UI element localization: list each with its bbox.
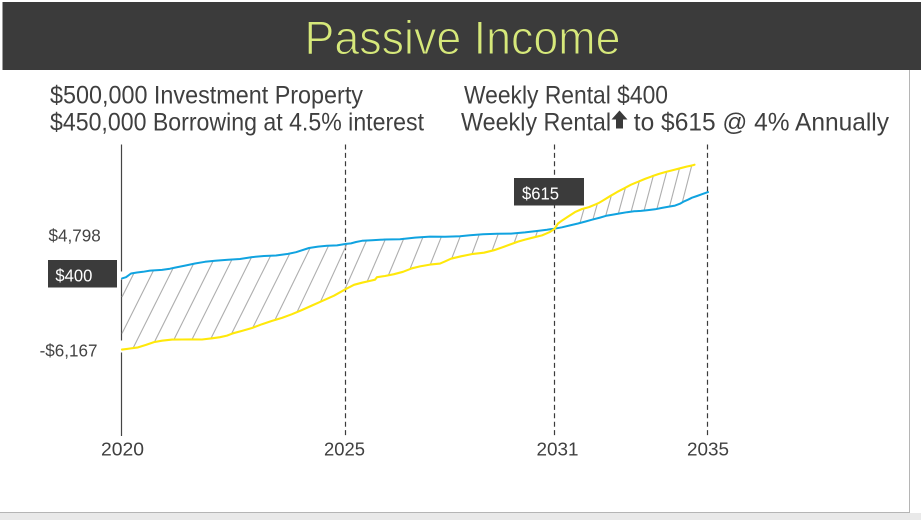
- svg-text:$400: $400: [55, 266, 92, 286]
- svg-text:Weekly Rental: Weekly Rental: [461, 108, 611, 136]
- svg-text:2025: 2025: [324, 439, 365, 460]
- svg-text:$4,798: $4,798: [49, 226, 101, 246]
- svg-text:$615: $615: [522, 184, 559, 204]
- svg-text:Passive Income: Passive Income: [305, 11, 621, 64]
- svg-text:2035: 2035: [687, 439, 729, 460]
- svg-text:$450,000 Borrowing at 4.5% int: $450,000 Borrowing at 4.5% interest: [50, 108, 424, 136]
- svg-text:2020: 2020: [101, 439, 144, 460]
- svg-text:-$6,167: -$6,167: [40, 341, 98, 361]
- svg-text:2031: 2031: [537, 439, 579, 460]
- svg-text:Weekly Rental $400: Weekly Rental $400: [464, 82, 668, 110]
- svg-text:to $615 @ 4% Annually: to $615 @ 4% Annually: [627, 108, 889, 136]
- svg-text:$500,000 Investment Property: $500,000 Investment Property: [50, 82, 363, 110]
